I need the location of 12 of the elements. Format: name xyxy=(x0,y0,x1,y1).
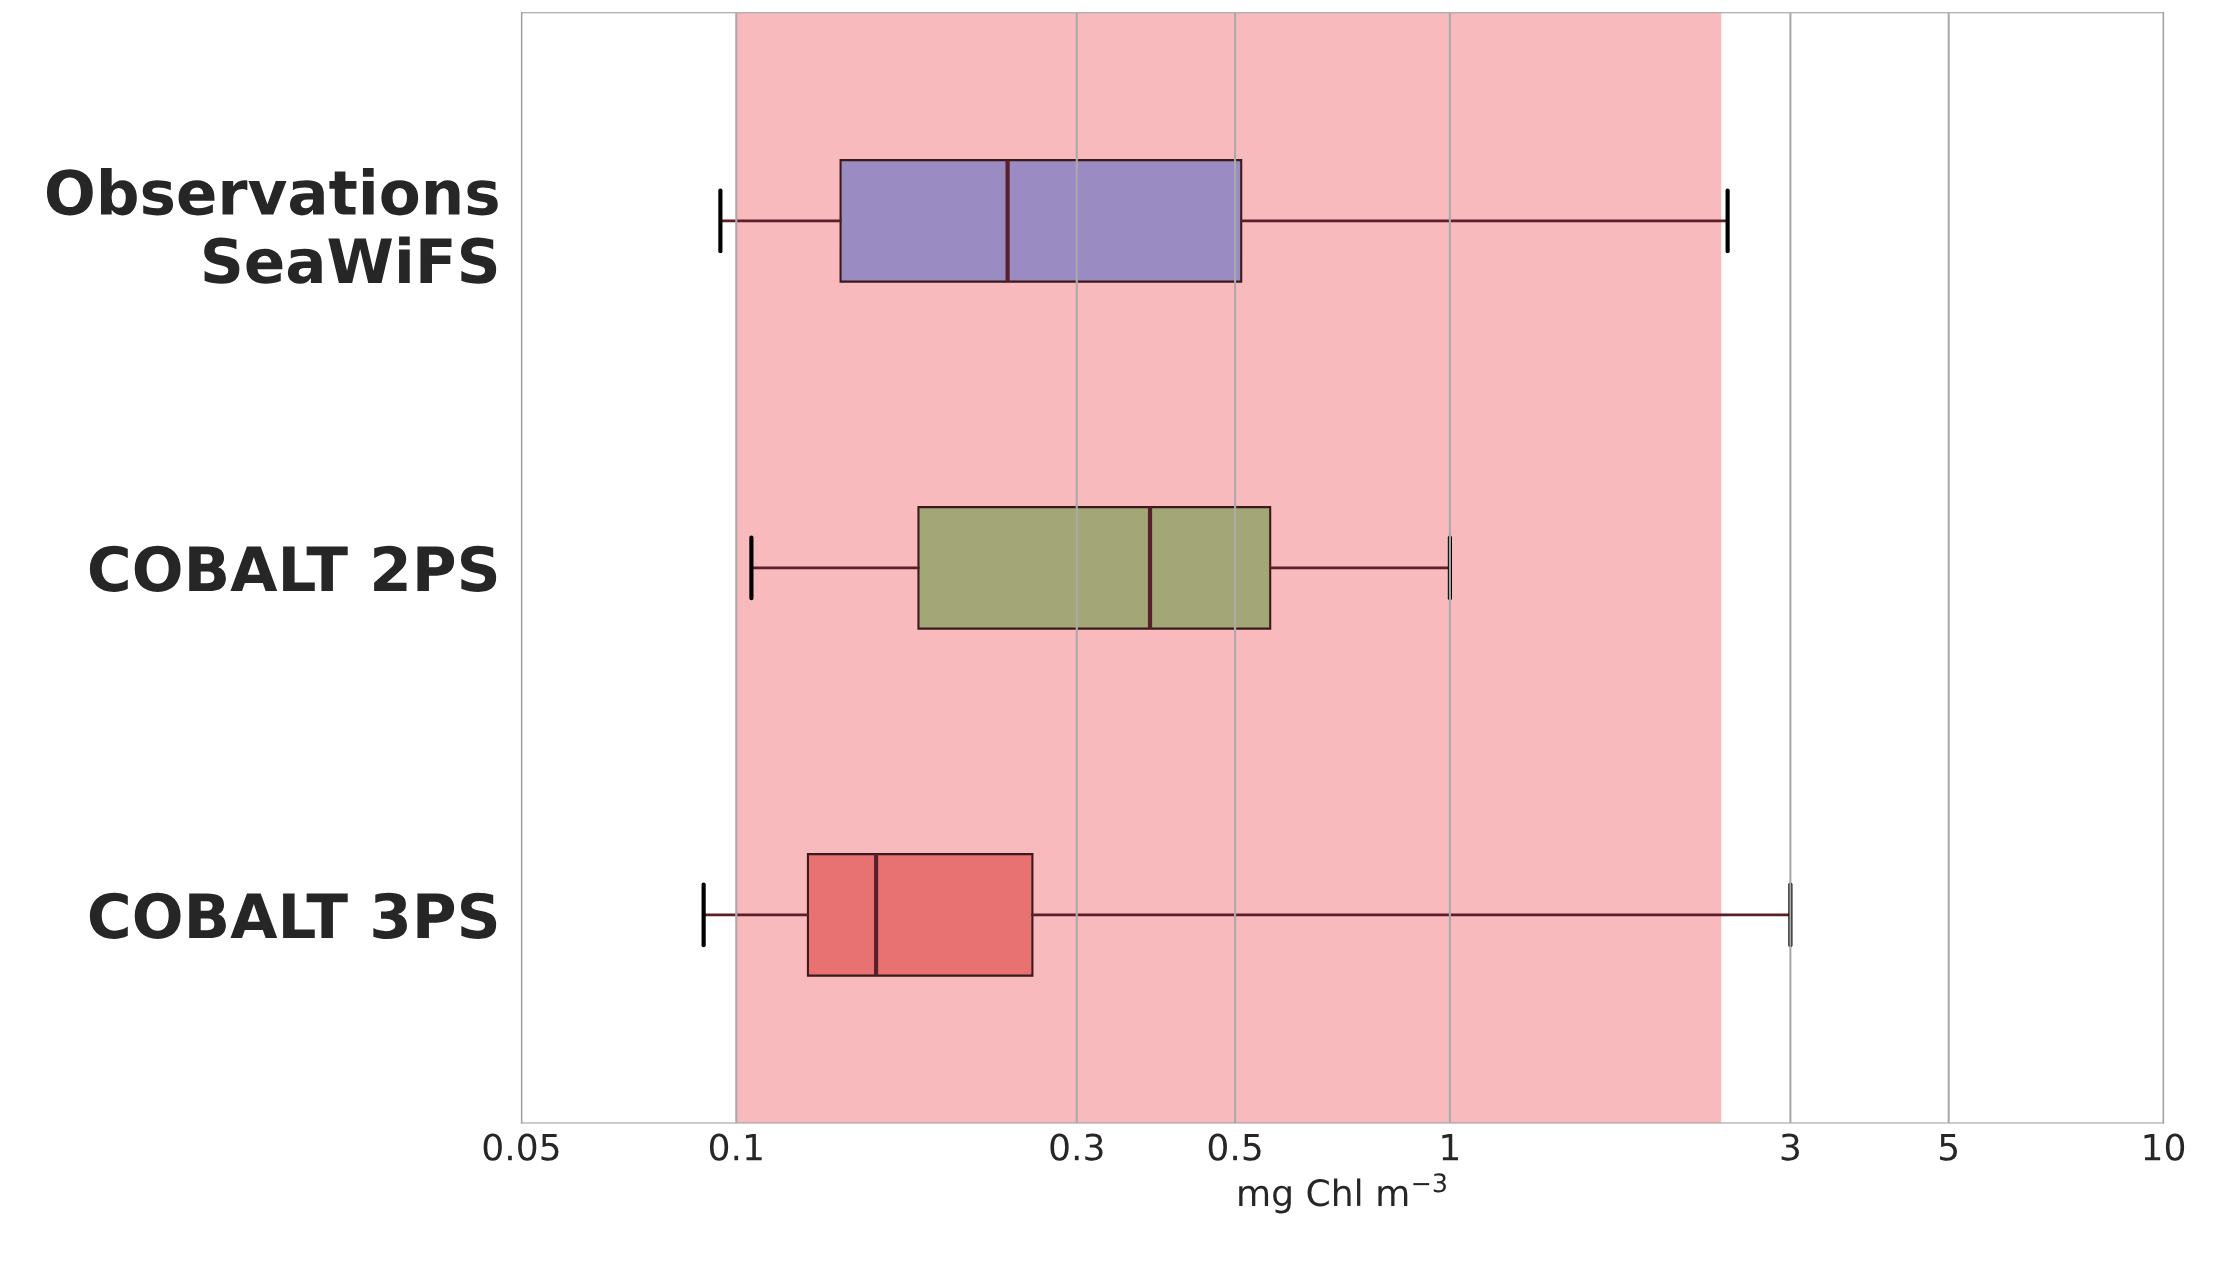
y-tick-label: COBALT 3PS xyxy=(89,892,497,939)
x-tick-label: 5 xyxy=(1940,1133,1958,1161)
y-tick-label: Observations SeaWiFS xyxy=(46,168,498,284)
x-axis-title: mg Chl m$^{−3}$ xyxy=(1239,1173,1446,1214)
x-tick-label: 0.1 xyxy=(709,1133,762,1161)
x-tick-label: 3 xyxy=(1781,1133,1799,1161)
x-tick-label: 0.5 xyxy=(1208,1133,1261,1161)
x-tick-label: 0.3 xyxy=(1050,1133,1103,1161)
x-tick-label: 1 xyxy=(1442,1133,1459,1161)
x-tick-label: 0.05 xyxy=(483,1133,559,1161)
x-tick-label: 10 xyxy=(2144,1133,2185,1161)
y-tick-label: COBALT 2PS xyxy=(89,545,497,592)
